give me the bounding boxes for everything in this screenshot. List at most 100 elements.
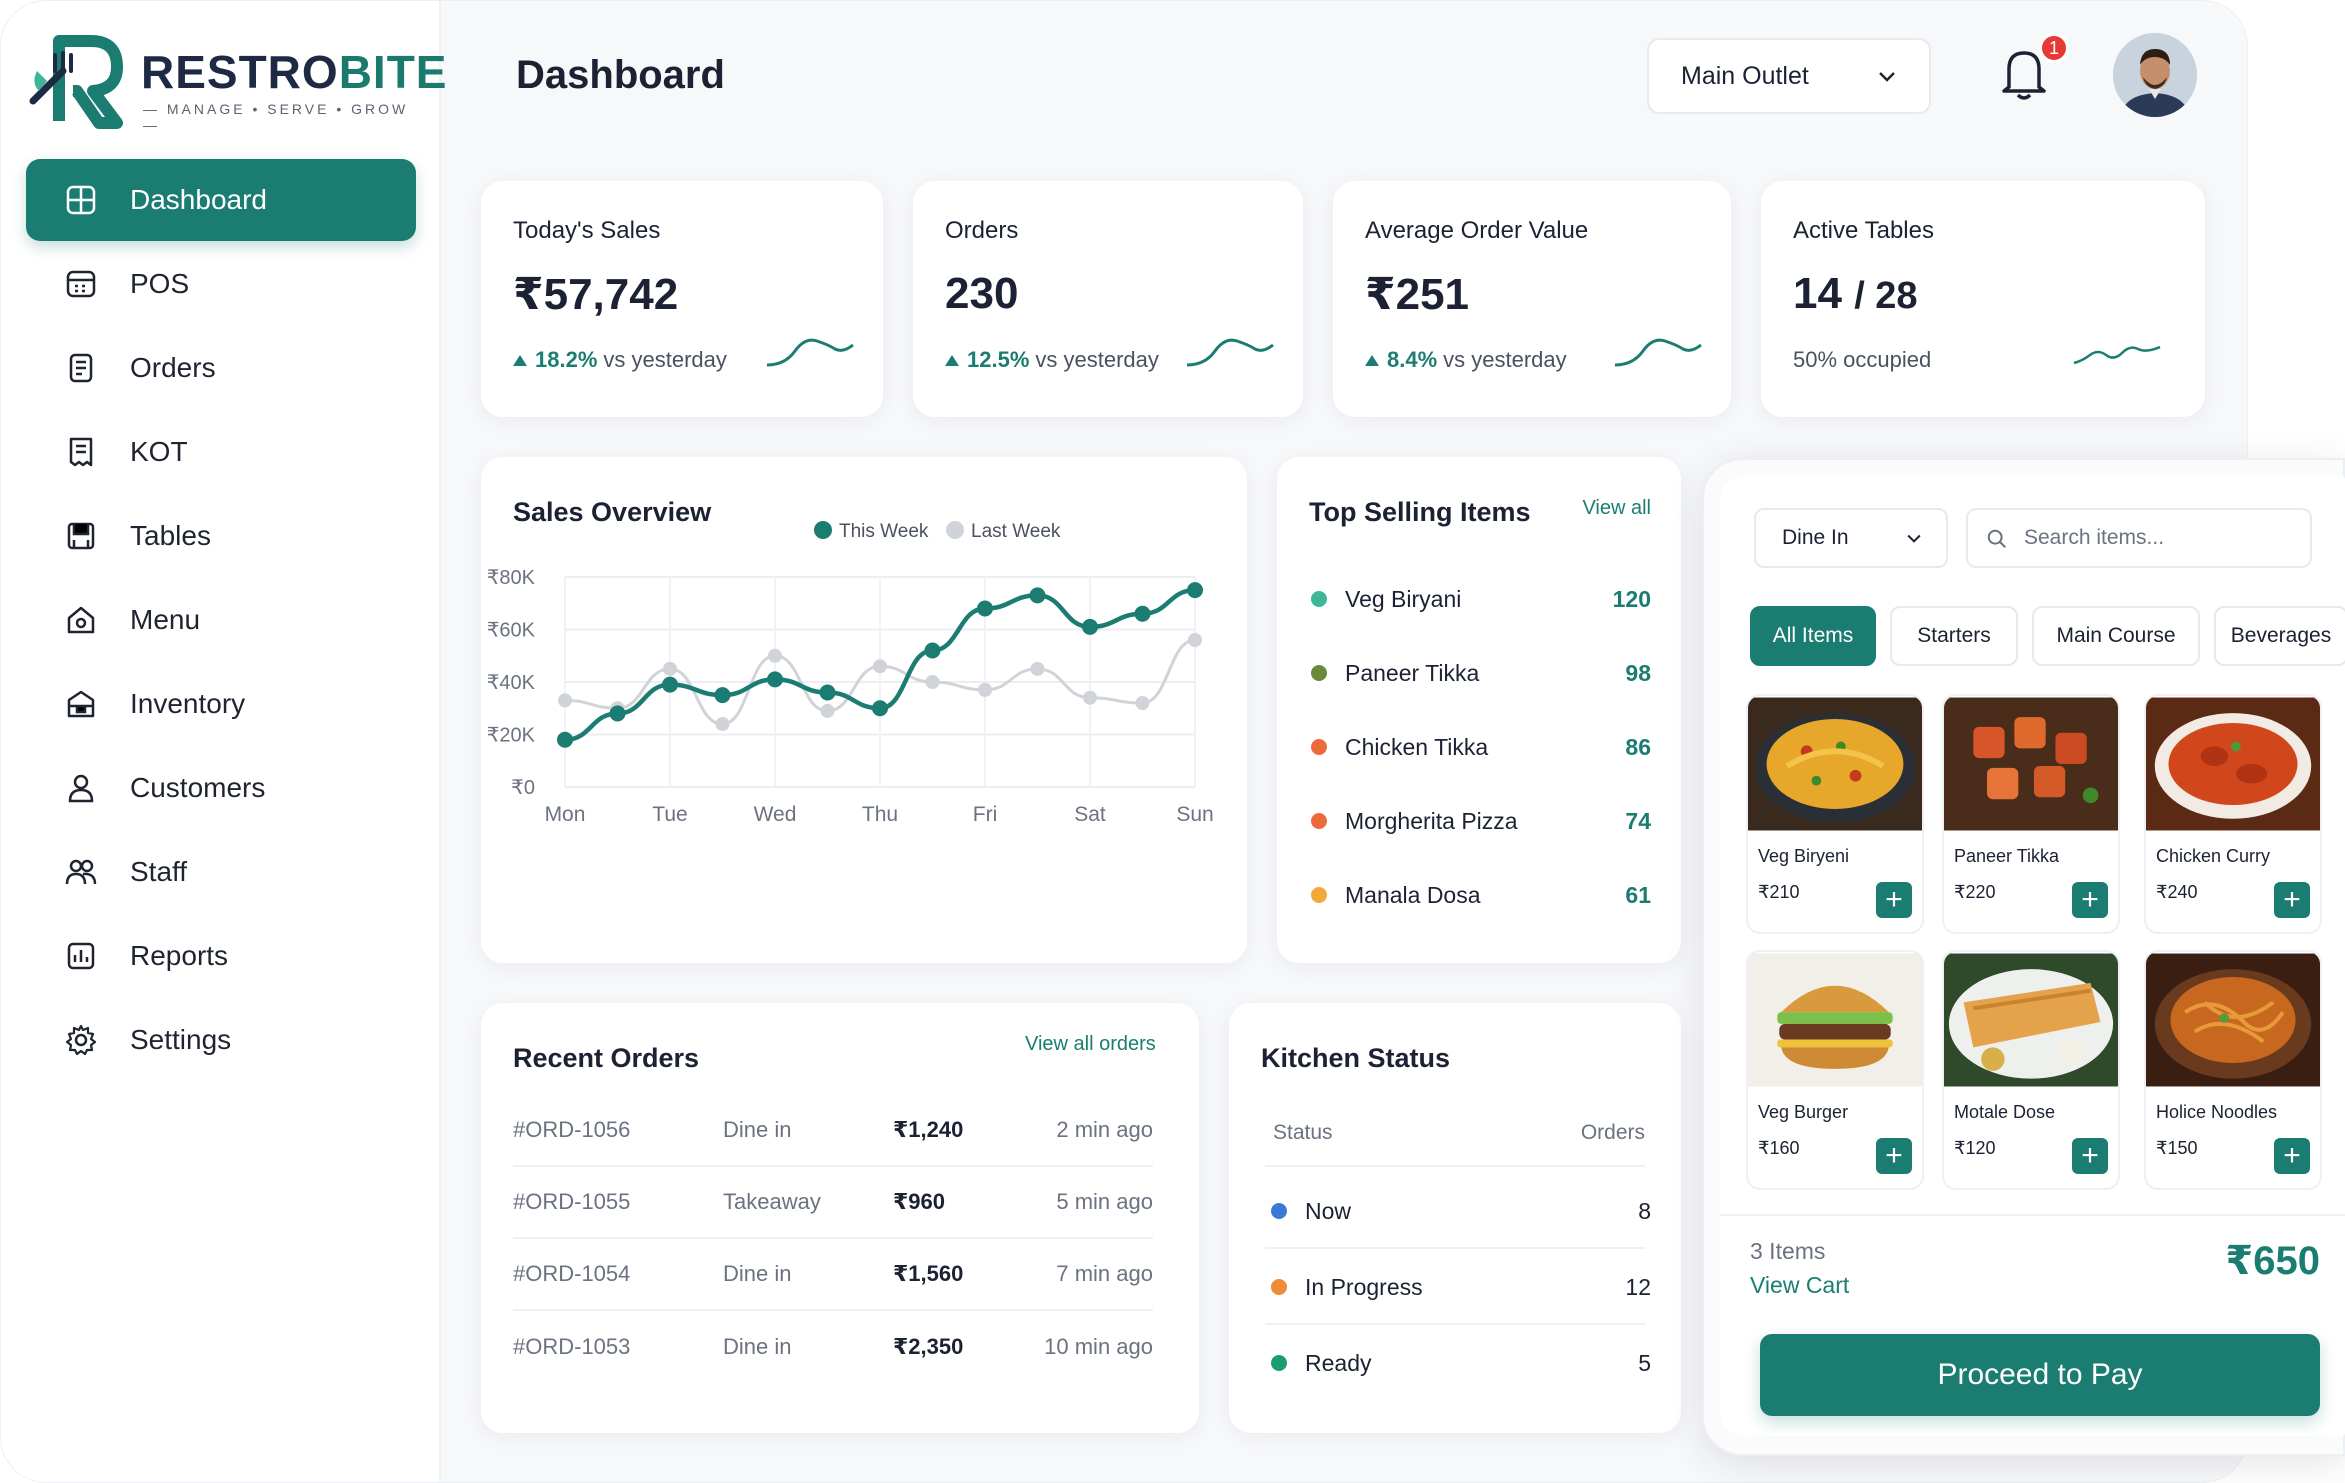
stat-value: 14 / 28	[1793, 269, 1918, 318]
column-header-orders: Orders	[1580, 1121, 1645, 1144]
sidebar-item-orders[interactable]: Orders	[26, 327, 416, 409]
sidebar: RESTROBITE — MANAGE • SERVE • GROW — Das…	[1, 1, 446, 1482]
menu-item-card[interactable]: Motale Dose ₹120 +	[1942, 950, 2120, 1190]
x-tick-label: Tue	[652, 803, 687, 826]
data-point	[872, 700, 888, 717]
add-item-button[interactable]: +	[1876, 1138, 1912, 1174]
table-row[interactable]: Ready 5	[1271, 1333, 1671, 1393]
sidebar-item-inventory[interactable]: Inventory	[26, 663, 416, 745]
sidebar-item-reports[interactable]: Reports	[26, 915, 416, 997]
stat-value: ₹251	[1365, 270, 1470, 319]
status-dot	[1271, 1203, 1287, 1219]
data-point	[925, 675, 940, 689]
item-price: ₹210	[1758, 882, 1800, 902]
pos-icon	[64, 267, 98, 301]
item-price: ₹220	[1954, 882, 1996, 902]
menu-item-card[interactable]: Chicken Curry ₹240 +	[2144, 694, 2322, 934]
menu-item-card[interactable]: Veg Biryeni ₹210 +	[1746, 694, 1924, 934]
bell-icon[interactable]	[1999, 43, 2049, 103]
divider	[1265, 1165, 1645, 1167]
order-type-select[interactable]: Dine In	[1754, 508, 1948, 568]
brand-logo[interactable]: RESTROBITE — MANAGE • SERVE • GROW —	[29, 31, 446, 136]
data-point	[977, 600, 993, 617]
sidebar-item-label: Menu	[130, 604, 201, 635]
table-row[interactable]: #ORD-1053 Dine in ₹2,350 10 min ago	[513, 1334, 1153, 1359]
list-item[interactable]: Morgherita Pizza 74	[1311, 801, 1651, 841]
sidebar-item-staff[interactable]: Staff	[26, 831, 416, 913]
view-all-link[interactable]: View all	[1582, 497, 1651, 519]
pos-panel-inner: Dine In Search items... All Items Starte…	[1720, 476, 2345, 1436]
sidebar-item-menu[interactable]: Menu	[26, 579, 416, 661]
sidebar-item-pos[interactable]: POS	[26, 243, 416, 325]
tab-all-items[interactable]: All Items	[1750, 606, 1876, 666]
sidebar-item-label: Reports	[130, 940, 229, 971]
sidebar-nav: Dashboard POS Orders KOT Tables Menu	[26, 159, 416, 1083]
stat-card-sales[interactable]: Today's Sales ₹57,742 18.2% vs yesterday	[481, 181, 883, 417]
outlet-select[interactable]: Main Outlet	[1647, 38, 1931, 114]
view-cart-link[interactable]: View Cart	[1750, 1272, 1850, 1298]
sidebar-item-label: Dashboard	[130, 184, 267, 215]
sidebar-item-customers[interactable]: Customers	[26, 747, 416, 829]
sparkline-chart	[1614, 338, 1702, 367]
list-item[interactable]: Paneer Tikka 98	[1311, 653, 1651, 693]
sales-overview-card: Sales Overview ₹80K ₹60K ₹40K ₹20K ₹0 Mon Tue W…	[481, 457, 1247, 963]
add-item-button[interactable]: +	[2274, 1138, 2310, 1174]
data-point	[663, 661, 677, 676]
proceed-to-pay-button[interactable]: Proceed to Pay	[1760, 1334, 2320, 1416]
tab-beverages[interactable]: Beverages	[2214, 606, 2345, 666]
add-item-button[interactable]: +	[2072, 1138, 2108, 1174]
sidebar-item-label: KOT	[130, 436, 188, 467]
list-item[interactable]: Chicken Tikka 86	[1311, 727, 1651, 767]
legend-marker	[946, 521, 964, 539]
y-tick-label: ₹40K	[487, 672, 536, 694]
stat-card-orders[interactable]: Orders 230 12.5% vs yesterday	[913, 181, 1303, 417]
menu-item-card[interactable]: Paneer Tikka ₹220 +	[1942, 694, 2120, 934]
x-tick-label: Sat	[1074, 803, 1106, 826]
sidebar-item-label: Staff	[130, 856, 188, 887]
menu-item-card[interactable]: Veg Burger ₹160 +	[1746, 950, 1924, 1190]
sidebar-item-kot[interactable]: KOT	[26, 411, 416, 493]
avatar[interactable]	[2113, 33, 2197, 117]
table-row[interactable]: #ORD-1054 Dine in ₹1,560 7 min ago	[513, 1239, 1153, 1311]
sparkline-chart	[1186, 338, 1274, 367]
sidebar-item-label: Inventory	[130, 688, 246, 719]
item-price: ₹150	[2156, 1138, 2198, 1158]
list-item[interactable]: Manala Dosa 61	[1311, 875, 1651, 915]
sidebar-item-dashboard[interactable]: Dashboard	[26, 159, 416, 241]
outlet-select-value: Main Outlet	[1681, 61, 1809, 90]
stat-change: 50% occupied	[1793, 347, 1932, 372]
pos-panel: Dine In Search items... All Items Starte…	[1702, 458, 2345, 1456]
y-tick-label: ₹20K	[487, 725, 536, 747]
view-all-orders-link[interactable]: View all orders	[1025, 1033, 1156, 1055]
stat-card-tables[interactable]: Active Tables 14 / 28 50% occupied	[1761, 181, 2205, 417]
add-item-button[interactable]: +	[2072, 882, 2108, 918]
data-point	[1135, 696, 1150, 710]
list-item[interactable]: Veg Biryani 120	[1311, 579, 1651, 619]
table-row[interactable]: #ORD-1055 Takeaway ₹960 5 min ago	[513, 1167, 1153, 1239]
stat-card-aov[interactable]: Average Order Value ₹251 8.4% vs yesterda…	[1333, 181, 1731, 417]
data-point	[820, 703, 835, 718]
search-input[interactable]: Search items...	[1966, 508, 2312, 568]
x-tick-label: Wed	[754, 803, 797, 826]
dosa-image	[1944, 953, 2118, 1087]
add-item-button[interactable]: +	[2274, 882, 2310, 918]
tab-starters[interactable]: Starters	[1890, 606, 2018, 666]
menu-item-card[interactable]: Holice Noodles ₹150 +	[2144, 950, 2322, 1190]
data-point	[1188, 633, 1202, 647]
noodles-image	[2146, 953, 2320, 1087]
table-row[interactable]: #ORD-1056 Dine in ₹1,240 2 min ago	[513, 1095, 1153, 1167]
table-row[interactable]: In Progress 12	[1271, 1257, 1671, 1317]
legend-marker	[814, 521, 832, 539]
data-point	[1082, 618, 1098, 635]
table-row[interactable]: Now 8	[1271, 1181, 1671, 1241]
stat-label: Active Tables	[1793, 217, 1934, 244]
tab-main-course[interactable]: Main Course	[2032, 606, 2200, 666]
stat-change: 18.2% vs yesterday	[513, 347, 727, 373]
sidebar-item-settings[interactable]: Settings	[26, 999, 416, 1081]
data-point	[819, 684, 836, 701]
add-item-button[interactable]: +	[1876, 882, 1912, 918]
item-name: Holice Noodles	[2156, 1102, 2278, 1122]
trend-up-icon	[1365, 354, 1379, 366]
sidebar-item-tables[interactable]: Tables	[26, 495, 416, 577]
divider	[1720, 1214, 2345, 1216]
